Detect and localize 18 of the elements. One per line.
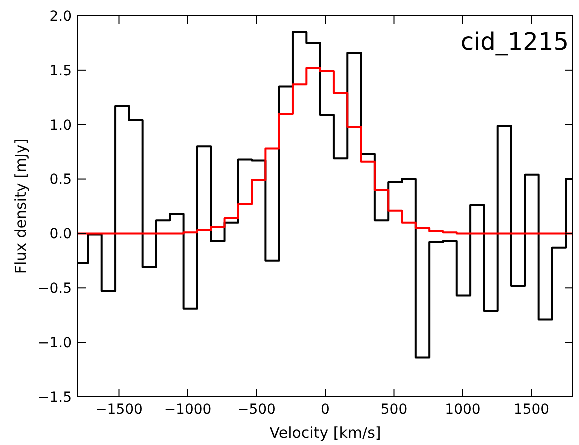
x-tick-label: −1500 (96, 402, 143, 418)
y-axis-title: Flux density [mJy] (12, 138, 30, 274)
y-tick-label: 1.0 (50, 118, 72, 134)
annotation: cid_1215 (460, 28, 569, 56)
x-tick-label: −1000 (164, 402, 212, 418)
x-tick-label: 1000 (445, 402, 481, 418)
y-tick-label: −1.0 (38, 335, 72, 352)
y-tick-label: 0.5 (50, 172, 72, 188)
x-tick-label: 1500 (514, 402, 550, 418)
y-tick-label: 0.0 (50, 226, 72, 243)
y-tick-label: 2.0 (50, 8, 72, 25)
y-tick-label: 1.5 (50, 63, 72, 80)
y-tick-label: −1.5 (38, 390, 72, 406)
x-axis-title: Velocity [km/s] (270, 424, 382, 442)
y-tick-label: −0.5 (38, 281, 72, 298)
x-tick-label: 0 (321, 402, 330, 418)
x-tick-label: 500 (380, 402, 408, 418)
x-tick-label: −500 (238, 402, 276, 418)
